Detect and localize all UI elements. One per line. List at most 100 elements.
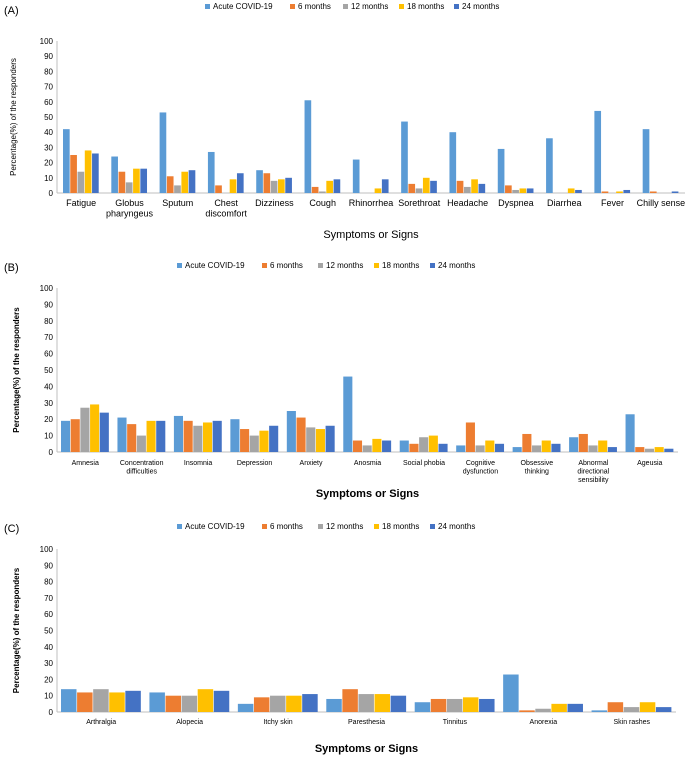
legend-item: 6 months (262, 522, 303, 531)
bar (207, 151, 215, 193)
x-tick-label: Fever (601, 198, 624, 208)
legend-label: 12 months (326, 261, 363, 270)
y-tick-label: 40 (44, 643, 53, 652)
bar (401, 121, 408, 193)
bar (475, 445, 485, 452)
bar (408, 183, 416, 193)
y-tick-label: 30 (44, 399, 53, 408)
legend-label: 24 months (438, 261, 475, 270)
y-axis-title: Percentage(%) of the responders (12, 307, 21, 433)
bar (623, 189, 631, 193)
bar (428, 435, 438, 452)
legend-swatch (374, 524, 379, 529)
bar (263, 173, 271, 193)
legend-swatch (290, 4, 295, 9)
bar (249, 435, 259, 452)
bar (588, 445, 598, 452)
bar (505, 185, 512, 193)
bar (333, 179, 341, 193)
bar (99, 412, 109, 452)
bar (326, 698, 342, 712)
bar (462, 697, 479, 712)
y-tick-label: 0 (49, 708, 54, 717)
bar (127, 424, 137, 452)
bar (422, 177, 430, 193)
legend-label: Acute COVID-19 (213, 2, 273, 11)
bar (270, 695, 286, 712)
y-tick-label: 70 (44, 594, 53, 603)
bar (607, 447, 617, 452)
y-tick-label: 80 (44, 317, 53, 326)
y-tick-label: 60 (44, 350, 53, 359)
bar (286, 411, 296, 452)
bar (390, 695, 407, 712)
bar (399, 440, 409, 452)
bar (575, 189, 582, 193)
bar (471, 179, 478, 193)
legend-item: 12 months (343, 2, 388, 11)
x-tick-label: Headache (447, 198, 488, 208)
bar (446, 698, 463, 712)
bar (343, 376, 353, 452)
bar (136, 435, 146, 452)
legend-swatch (262, 524, 267, 529)
legend-swatch (318, 524, 323, 529)
bar (374, 188, 382, 193)
bar (174, 185, 181, 193)
legend-swatch (177, 263, 182, 268)
y-tick-label: 100 (40, 284, 54, 293)
x-tick-label: Cognitive dysfunction (463, 460, 499, 476)
bar (146, 420, 156, 452)
legend-swatch (343, 4, 348, 9)
legend-item: 18 months (399, 2, 444, 11)
legend-label: 24 months (462, 2, 499, 11)
y-tick-label: 80 (44, 578, 53, 587)
y-tick-label: 50 (44, 366, 53, 375)
y-tick-label: 90 (44, 300, 53, 309)
bar (326, 180, 333, 193)
x-tick-label: Anosmia (354, 460, 381, 467)
y-tick-label: 50 (44, 113, 53, 122)
legend-item: Acute COVID-19 (177, 522, 245, 531)
chart-panel-a: (A) Acute COVID-19 6 months 12 months 18 mon… (4, 2, 685, 241)
bar (567, 703, 583, 712)
legend-swatch (430, 263, 435, 268)
y-tick-label: 50 (44, 627, 53, 636)
legend-label: Acute COVID-19 (185, 522, 245, 531)
bar (133, 168, 140, 193)
legend-swatch (374, 263, 379, 268)
bar (237, 703, 254, 712)
x-tick-label: Rhinorrhea (349, 198, 394, 208)
bar (594, 110, 602, 193)
legend-item: 12 months (318, 522, 363, 531)
legend-swatch (262, 263, 267, 268)
bar (664, 448, 674, 452)
bar (213, 690, 230, 712)
y-tick-label: 30 (44, 659, 53, 668)
legend-swatch (318, 263, 323, 268)
chart-panel-b: (B) Acute COVID-19 6 months 12 months 18 mon… (4, 261, 678, 500)
bar (63, 129, 70, 193)
x-tick-label: Fatigue (66, 198, 96, 208)
y-tick-label: 10 (44, 174, 53, 183)
legend-label: 6 months (298, 2, 331, 11)
legend-item: Acute COVID-19 (177, 261, 245, 270)
x-tick-label: Skin rashes (613, 719, 650, 726)
bar (465, 422, 475, 452)
bar (166, 176, 174, 193)
x-tick-label: Paresthesia (348, 719, 385, 726)
panel-label: (B) (4, 262, 19, 274)
x-tick-label: Sorethroat (398, 198, 441, 208)
bar (512, 447, 522, 452)
bar (230, 419, 240, 452)
bar (159, 112, 167, 193)
y-tick-label: 30 (44, 143, 53, 152)
x-tick-label: Ageusia (637, 460, 662, 467)
bar (183, 420, 193, 452)
bar (212, 420, 222, 452)
x-axis-title: Symptoms or Signs (316, 488, 419, 500)
bar (497, 148, 505, 193)
y-tick-label: 60 (44, 610, 53, 619)
bar (240, 429, 250, 452)
legend-label: 6 months (270, 522, 303, 531)
